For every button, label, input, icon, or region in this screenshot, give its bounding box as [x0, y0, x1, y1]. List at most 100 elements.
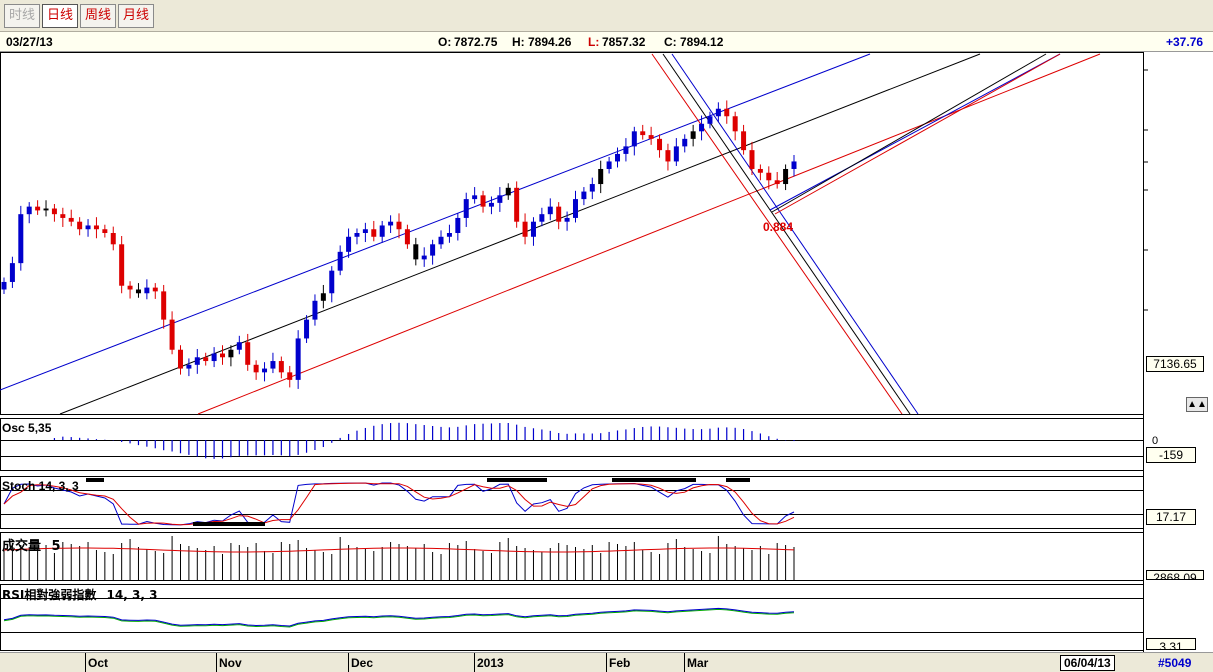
- candle-body: [77, 221, 83, 230]
- high-label: H:: [512, 35, 525, 49]
- zoom-icon[interactable]: ▲▲: [1186, 397, 1208, 412]
- candle-body: [774, 180, 780, 185]
- candle-body: [673, 146, 679, 162]
- rsi-label: RSI相對強弱指數 14, 3, 3: [2, 586, 157, 603]
- candle-body: [119, 244, 125, 286]
- volume-histogram: [3, 536, 795, 580]
- stochastic-lines: [3, 482, 795, 526]
- month-label: Nov: [219, 656, 242, 670]
- candle-body: [228, 349, 234, 358]
- candle-body: [791, 161, 797, 169]
- low-label: L:: [588, 35, 600, 49]
- fan-line-blue-up: [769, 53, 1061, 211]
- candle-body: [177, 349, 183, 369]
- candle-body: [278, 361, 284, 373]
- panel-borders: [0, 52, 1144, 651]
- candle-body: [161, 291, 167, 320]
- rsi-panel-border: [0, 584, 1144, 651]
- candle-body: [295, 338, 301, 380]
- candle-body: [144, 287, 150, 294]
- axis-ticks: [1143, 69, 1148, 311]
- month-label: Mar: [687, 656, 709, 670]
- candle-body: [488, 202, 494, 207]
- candle-body: [606, 161, 612, 169]
- candle-body: [480, 195, 486, 207]
- quote-date: 03/27/13: [6, 35, 53, 49]
- channel-top-line: [0, 53, 871, 391]
- candlestick-series: [1, 100, 797, 389]
- candle-body: [270, 361, 276, 369]
- candle-body: [463, 199, 469, 218]
- candle-body: [514, 187, 520, 222]
- candle-body: [186, 364, 192, 369]
- candle-body: [581, 191, 587, 200]
- price-axis-value: 7136.65: [1146, 356, 1204, 372]
- candle-body: [766, 172, 772, 181]
- candle-body: [505, 187, 511, 196]
- candle-body: [262, 368, 268, 373]
- candle-body: [43, 208, 49, 211]
- candle-body: [388, 221, 394, 226]
- candle-body: [93, 225, 99, 230]
- candle-body: [68, 217, 74, 222]
- volume-param: 5: [51, 539, 61, 554]
- month-label: 2013: [477, 656, 504, 670]
- candle-body: [304, 319, 310, 339]
- candle-body: [396, 221, 402, 230]
- candle-body: [127, 285, 133, 290]
- candle-body: [312, 300, 318, 320]
- candle-body: [455, 217, 461, 233]
- candle-body: [337, 251, 343, 271]
- candle-body: [757, 168, 763, 173]
- monthly-button[interactable]: 月线: [118, 4, 154, 28]
- osc-zero-tick: 0: [1152, 435, 1159, 447]
- low-value: 7857.32: [602, 35, 646, 49]
- candle-body: [421, 255, 427, 260]
- candle-body: [724, 108, 730, 117]
- fan-line-black-down: [662, 53, 911, 415]
- candle-body: [404, 229, 410, 245]
- candle-body: [169, 319, 175, 350]
- end-date: 06/04/13: [1060, 655, 1115, 671]
- candle-body: [446, 233, 452, 237]
- candle-body: [110, 233, 116, 245]
- candle-body: [522, 221, 528, 237]
- stoch-k-line: [3, 482, 795, 526]
- candle-body: [1, 281, 7, 290]
- weekly-button[interactable]: 周线: [80, 4, 116, 28]
- candle-body: [472, 195, 478, 200]
- candle-body: [236, 342, 242, 350]
- candle-body: [741, 131, 747, 151]
- oscillator-histogram: [53, 422, 795, 459]
- candle-body: [783, 168, 789, 185]
- candle-body: [18, 214, 24, 264]
- record-code: #5049: [1158, 656, 1192, 670]
- candle-body: [715, 108, 721, 117]
- candle-body: [564, 217, 570, 222]
- candle-body: [657, 138, 663, 151]
- rsi-lines: [3, 607, 795, 628]
- candle-body: [371, 229, 377, 237]
- daily-button[interactable]: 日线: [42, 4, 78, 28]
- candle-body: [690, 131, 696, 139]
- stoch-label: Stoch 14, 3, 3: [2, 479, 79, 493]
- candle-body: [539, 214, 545, 222]
- period-toolbar: 时线 日线 周线 月线: [0, 0, 1213, 32]
- hourly-button[interactable]: 时线: [4, 4, 40, 28]
- candle-body: [547, 206, 553, 215]
- candle-body: [211, 353, 217, 362]
- candle-body: [430, 244, 436, 256]
- candle-body: [51, 208, 57, 215]
- close-value: 7894.12: [680, 35, 724, 49]
- candle-body: [9, 263, 15, 282]
- candle-body: [287, 372, 293, 380]
- candle-body: [26, 206, 32, 215]
- fan-line-red-down: [651, 53, 903, 415]
- candle-body: [631, 131, 637, 147]
- candle-body: [413, 244, 419, 260]
- candle-body: [354, 233, 360, 237]
- candle-body: [346, 236, 352, 252]
- candle-body: [707, 116, 713, 124]
- candle-body: [615, 153, 621, 162]
